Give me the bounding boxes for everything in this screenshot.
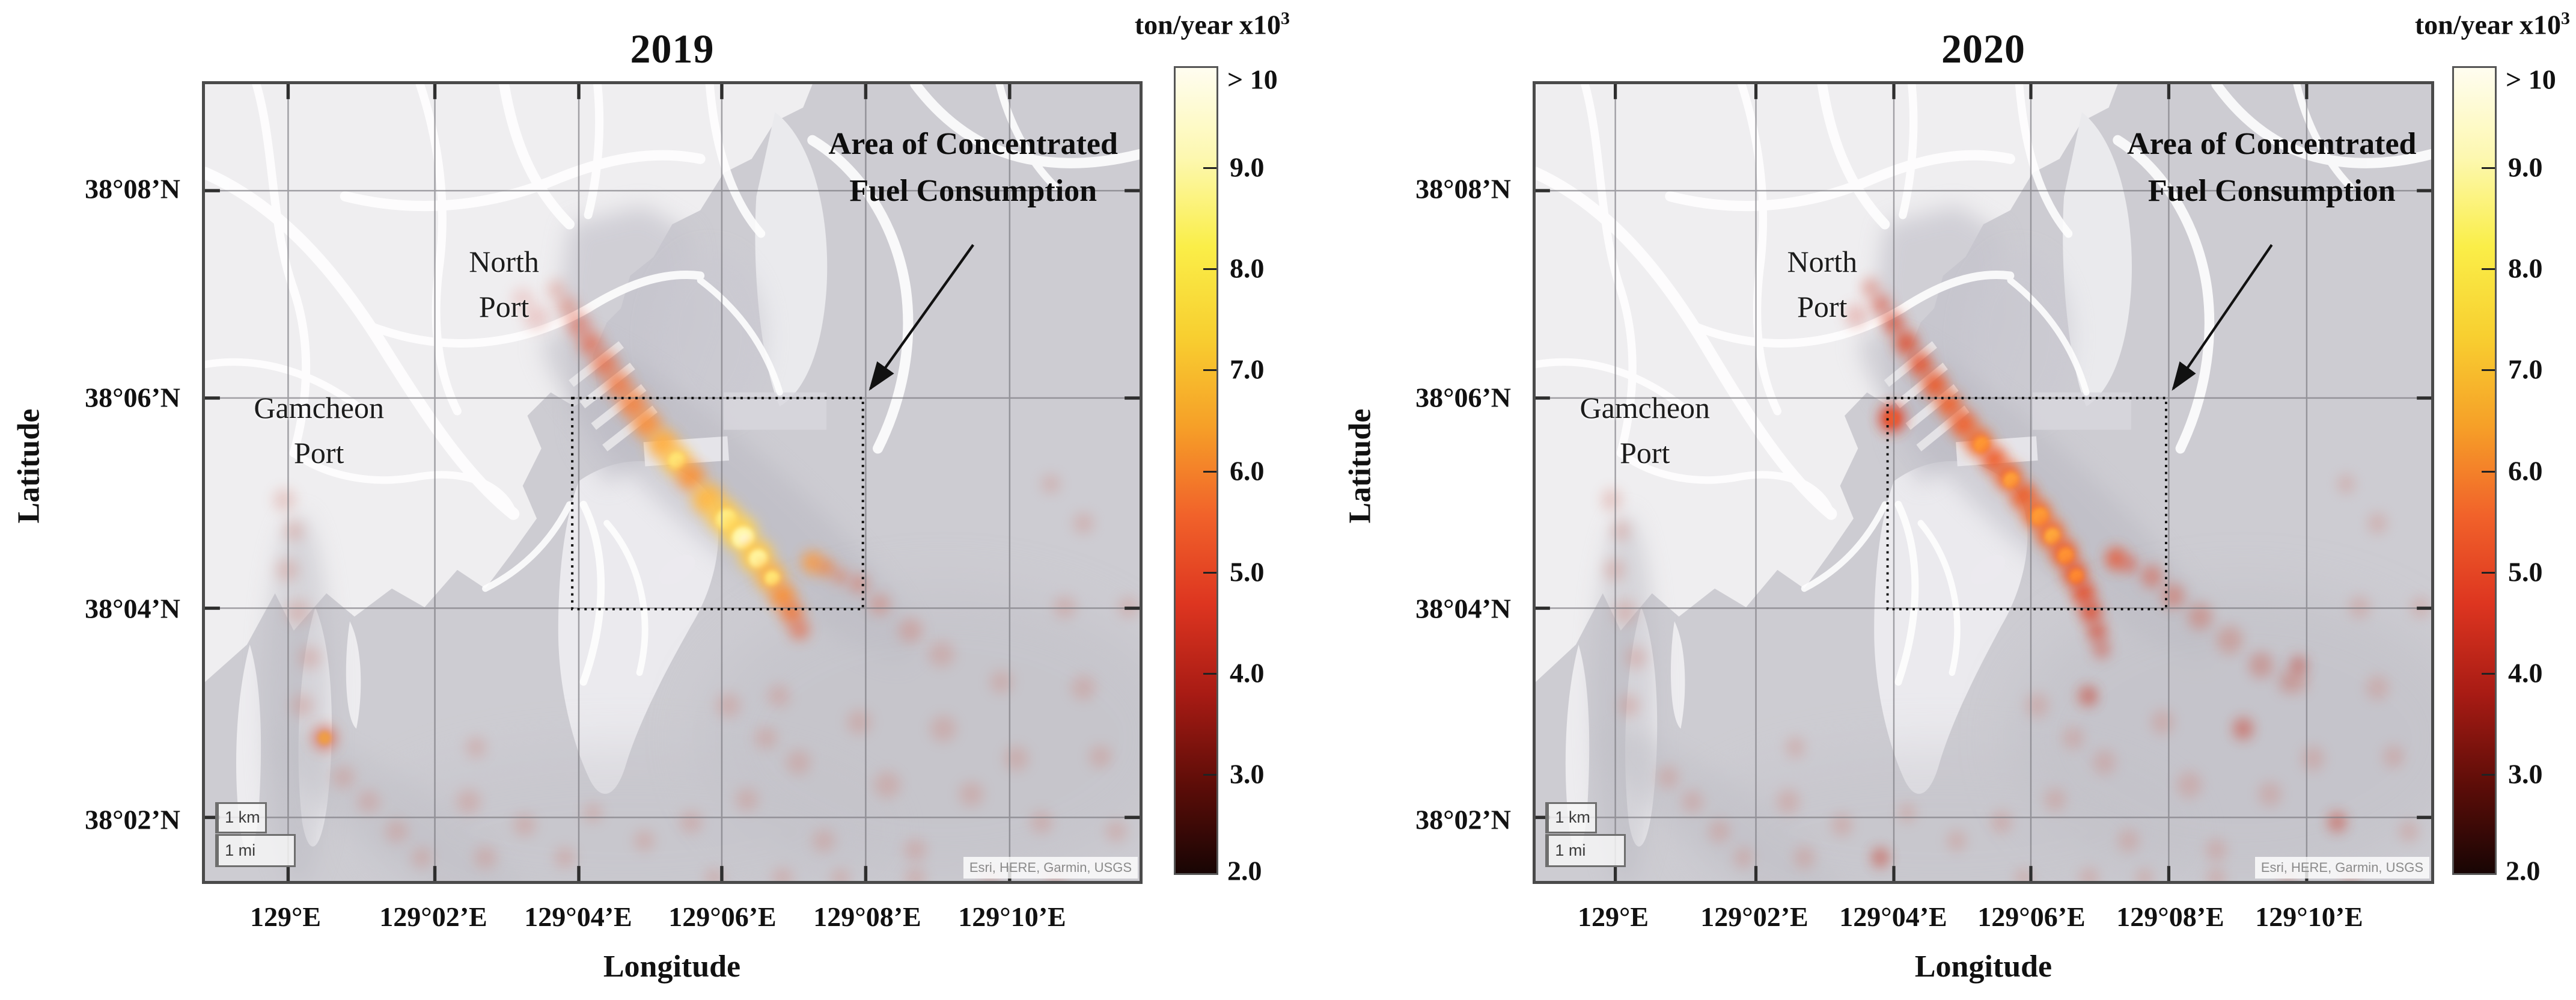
cb-label-3: 3.0 (2508, 758, 2543, 790)
lon-tick-129: 129°E (1577, 901, 1649, 932)
cb-label-3: 3.0 (1230, 758, 1265, 790)
cb-label-6: 6.0 (1230, 455, 1265, 486)
y-axis-title: Latitude (1343, 408, 1378, 524)
cb-label-2: 2.0 (1227, 855, 1262, 886)
north-port-label: North Port (1787, 245, 1858, 324)
north-port-label: North Port (469, 245, 539, 324)
map-2019: Area of Concentrated Fuel Consumption No… (202, 81, 1143, 884)
lon-tick-129-10: 129°10’E (2255, 901, 2363, 932)
cb-label-6: 6.0 (2508, 455, 2543, 486)
cb-label-9: 9.0 (1230, 152, 1265, 183)
map-2020: Area of Concentrated Fuel Consumption No… (1533, 81, 2434, 884)
colorbar-unit: ton/year x103 (2414, 8, 2570, 40)
colorbar-2019 (1174, 66, 1218, 875)
lon-tick-129-08: 129°08’E (813, 901, 921, 932)
lon-tick-129-04: 129°04’E (1839, 901, 1947, 932)
annotation-arrow (868, 244, 974, 391)
colorbar-unit: ton/year x103 (1134, 8, 1290, 40)
cb-label-gt10: > 10 (2506, 64, 2556, 95)
scalebar-km: 1 km (215, 802, 267, 833)
cb-label-7: 7.0 (1230, 354, 1265, 385)
cb-label-5: 5.0 (2508, 556, 2543, 587)
cb-label-4: 4.0 (1230, 657, 1265, 689)
lat-tick-38-08: 38°08’N (1415, 173, 1511, 204)
lon-tick-129-08: 129°08’E (2116, 901, 2224, 932)
lon-tick-129-10: 129°10’E (958, 901, 1066, 932)
map-attribution: Esri, HERE, Garmin, USGS (963, 857, 1138, 879)
area-annotation: Area of Concentrated Fuel Consumption (2127, 126, 2417, 208)
lon-tick-129-06: 129°06’E (1977, 901, 2086, 932)
colorbar-2020 (2452, 66, 2497, 875)
scalebar-mi: 1 mi (1545, 833, 1626, 867)
x-axis-title: Longitude (603, 949, 741, 984)
area-annotation: Area of Concentrated Fuel Consumption (828, 126, 1118, 208)
cb-label-9: 9.0 (2508, 152, 2543, 183)
scalebar-mi: 1 mi (215, 833, 296, 867)
cb-label-5: 5.0 (1230, 556, 1265, 587)
lat-tick-38-04: 38°04’N (1415, 593, 1511, 624)
lat-tick-38-04: 38°04’N (85, 593, 180, 624)
x-axis-title: Longitude (1914, 949, 2053, 984)
lon-tick-129-02: 129°02’E (1700, 901, 1808, 932)
gamcheon-port-label: Gamcheon Port (1579, 390, 1711, 470)
lon-tick-129-04: 129°04’E (524, 901, 632, 932)
cb-label-2: 2.0 (2506, 855, 2541, 886)
lon-tick-129: 129°E (249, 901, 322, 932)
cb-label-7: 7.0 (2508, 354, 2543, 385)
cb-label-8: 8.0 (1230, 253, 1265, 284)
scalebar-km: 1 km (1545, 802, 1598, 833)
lat-tick-38-06: 38°06’N (85, 382, 180, 413)
lat-tick-38-02: 38°02’N (1415, 804, 1511, 835)
gamcheon-port-label: Gamcheon Port (254, 390, 384, 470)
panel-title-2020: 2020 (1941, 26, 2025, 72)
lat-tick-38-02: 38°02’N (85, 804, 180, 835)
cb-label-8: 8.0 (2508, 253, 2543, 284)
area-of-interest-box (571, 396, 864, 610)
lat-tick-38-06: 38°06’N (1415, 382, 1511, 413)
lon-tick-129-02: 129°02’E (379, 901, 487, 932)
annotation-arrow (2172, 244, 2273, 391)
y-axis-title: Latitude (11, 408, 46, 524)
lat-tick-38-08: 38°08’N (85, 173, 180, 204)
map-attribution: Esri, HERE, Garmin, USGS (2254, 857, 2429, 879)
cb-label-4: 4.0 (2508, 657, 2543, 689)
panel-title-2019: 2019 (630, 26, 715, 72)
basemap-2019-svg (205, 84, 1140, 881)
panel-2019: 2019 Latitude 38°08’N 38°06’N 38°04’N 38… (11, 8, 1290, 984)
panel-2020: 2020 Latitude 38°08’N 38°06’N 38°04’N 38… (1288, 0, 2576, 1000)
lon-tick-129-06: 129°06’E (668, 901, 777, 932)
cb-label-gt10: > 10 (1227, 64, 1278, 95)
basemap-2020-svg (1536, 84, 2431, 881)
